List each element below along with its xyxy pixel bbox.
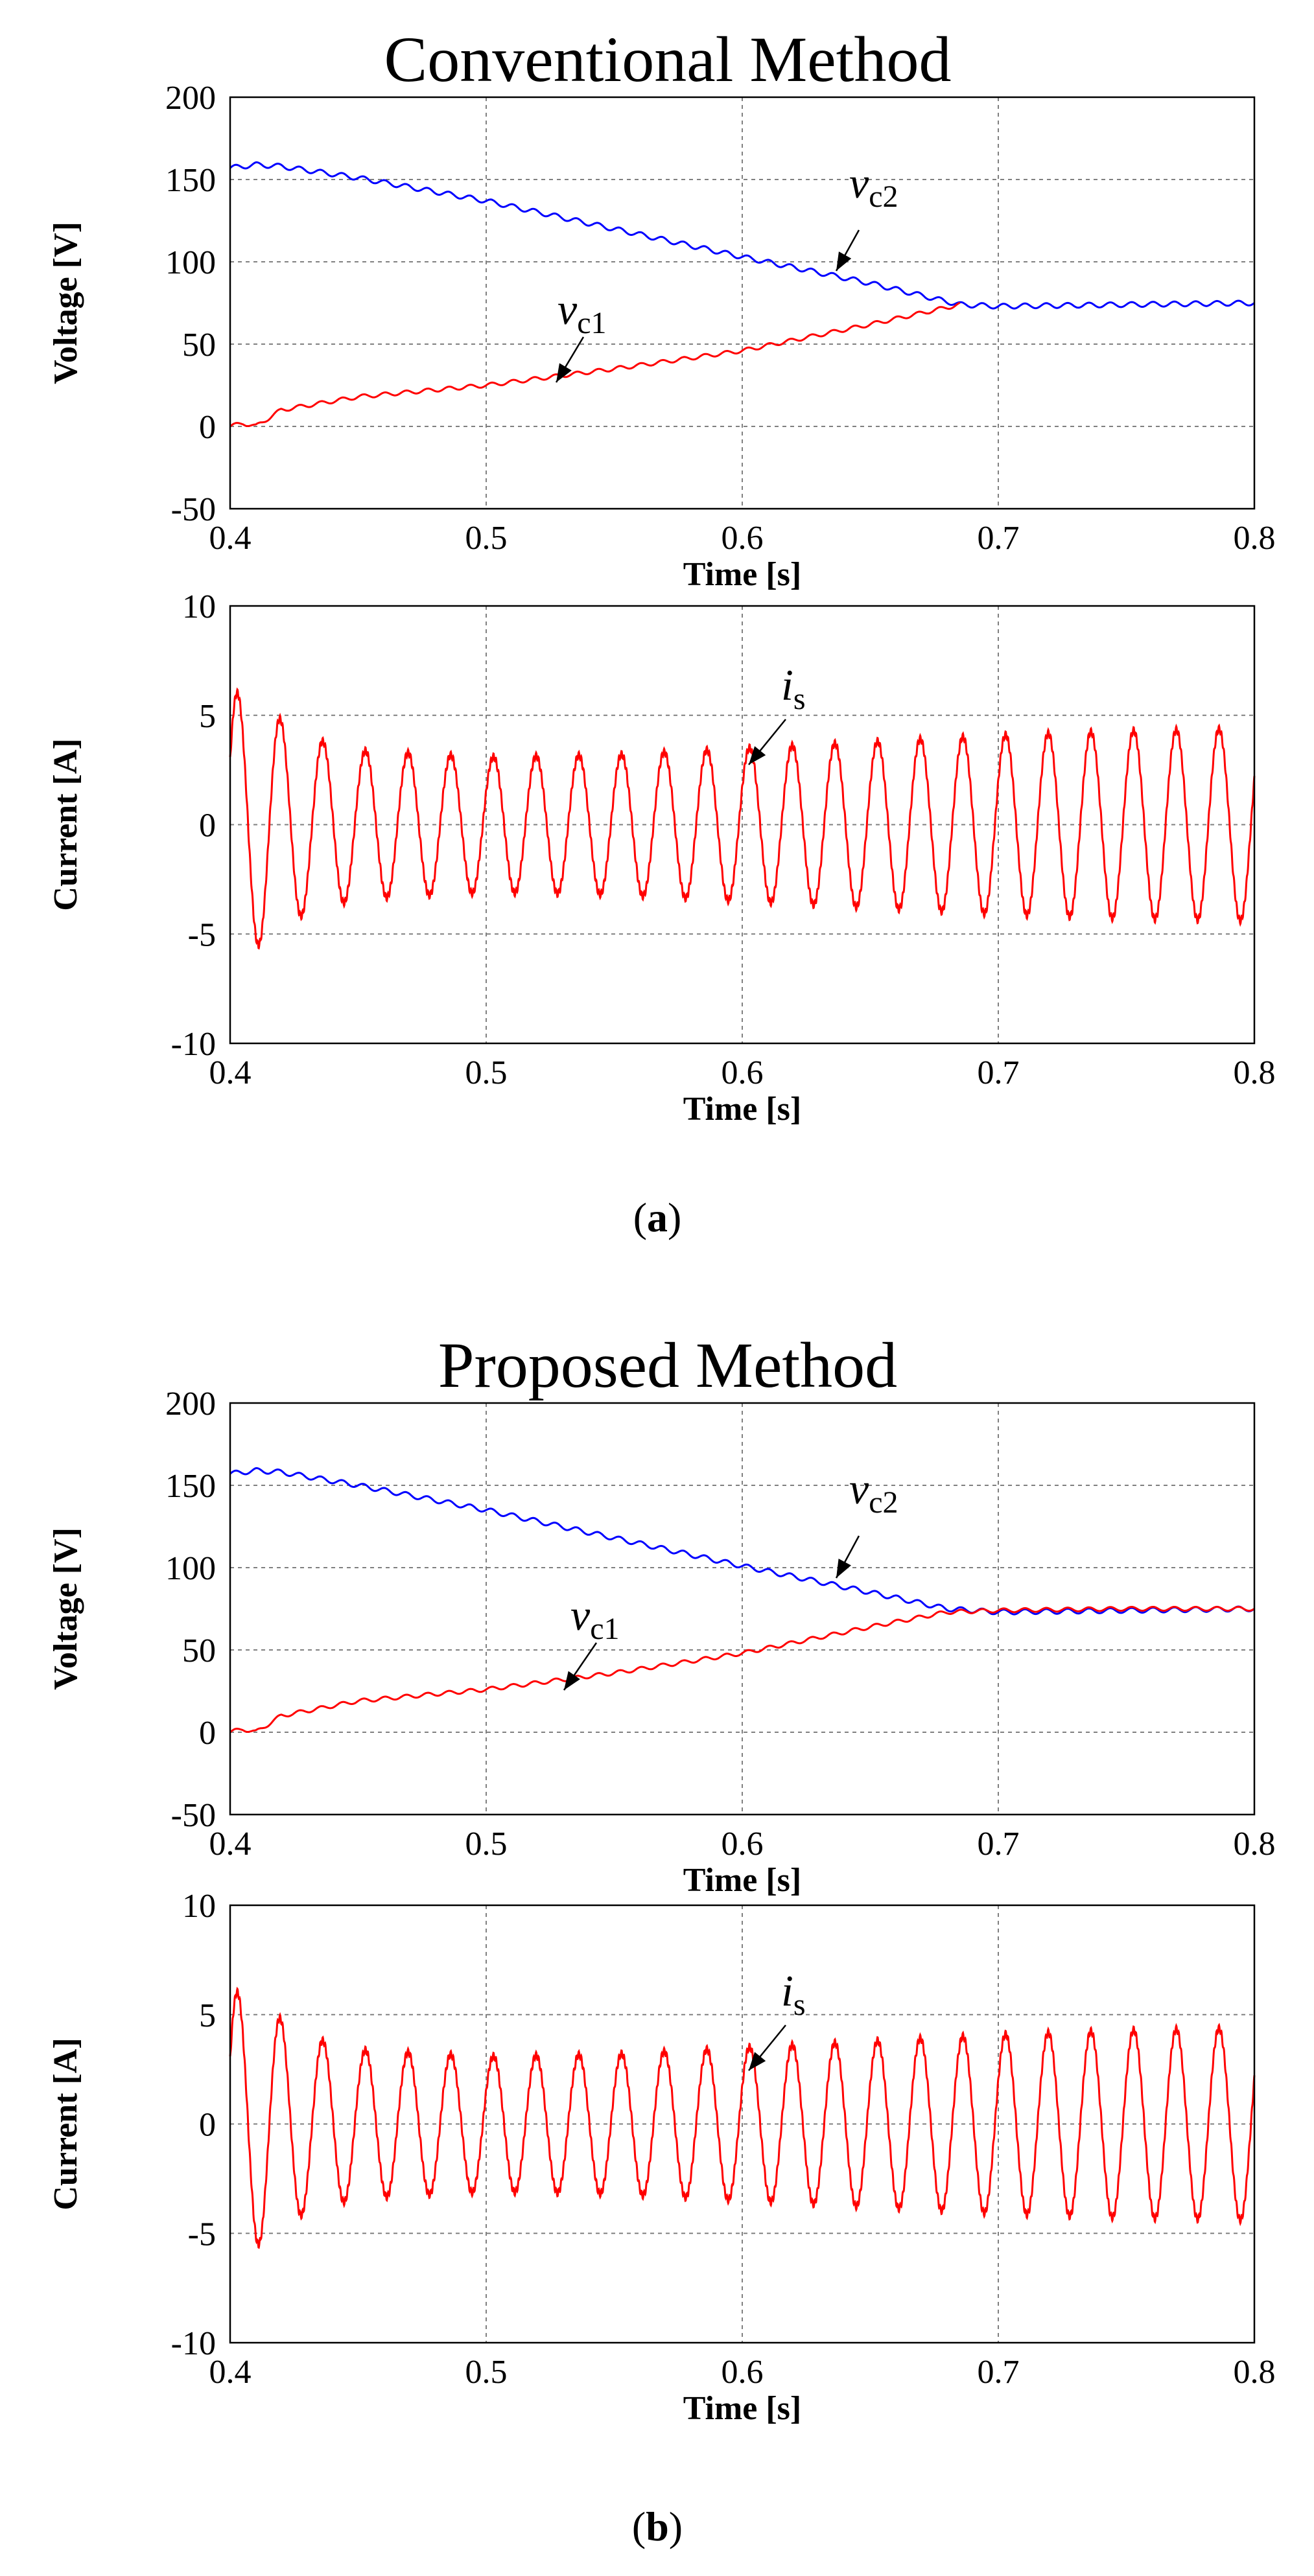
panel-label-close: ) <box>668 1194 681 1240</box>
annotation-subscript: c2 <box>869 1485 898 1520</box>
x-tick-label: 0.6 <box>722 1826 764 1862</box>
annotation-arrowhead <box>836 251 852 271</box>
y-tick-label: 10 <box>182 588 216 625</box>
x-tick-label: 0.7 <box>978 1826 1020 1862</box>
annotation-arrowhead <box>836 1559 851 1578</box>
chart-a-current: 0.4 0.5 0.6 0.7 0.8 -10 -5 0 5 10 Time [s] Current … <box>47 588 1276 1128</box>
annotation-arrowhead <box>556 363 572 382</box>
chart-b-voltage: 0.4 0.5 0.6 0.7 0.8 -50 0 50 100 150 200 Time [s] Vo… <box>47 1329 1276 1899</box>
chart-b-current: 0.4 0.5 0.6 0.7 0.8 -10 -5 0 5 10 Time [s] Current … <box>47 1888 1276 2427</box>
x-tick-label: 0.8 <box>1234 1054 1276 1091</box>
annotation-main: v <box>570 1590 591 1640</box>
x-axis-label: Time [s] <box>683 1091 801 1128</box>
panel-label-open: ( <box>633 1194 647 1240</box>
y-tick-label: 0 <box>199 807 216 844</box>
y-tick-label: 0 <box>199 2107 216 2144</box>
annotation-subscript: c1 <box>577 306 606 340</box>
annotation-vc1: vc1 <box>557 284 607 340</box>
x-tick-label: 0.5 <box>465 520 508 557</box>
chart-title: Conventional Method <box>384 23 952 95</box>
y-tick-label: 50 <box>182 327 216 364</box>
annotation-main: v <box>849 1464 869 1513</box>
annotation-subscript: c2 <box>869 180 898 214</box>
annotation-subscript: s <box>793 682 806 716</box>
x-tick-label: 0.7 <box>978 2354 1020 2391</box>
annotation-is: is <box>781 1966 806 2022</box>
y-tick-label: 0 <box>199 409 216 446</box>
chart-title: Proposed Method <box>438 1329 897 1401</box>
x-tick-label: 0.7 <box>978 1054 1020 1091</box>
x-tick-label: 0.5 <box>465 1054 508 1091</box>
y-tick-label: 200 <box>165 80 216 117</box>
panel-label: (a) <box>633 1194 682 1240</box>
panel-label-letter: a <box>647 1194 668 1240</box>
plot-frame <box>229 605 1256 1045</box>
x-axis-label: Time [s] <box>683 556 801 593</box>
y-axis-label: Current [A] <box>47 2037 84 2210</box>
x-tick-label: 0.7 <box>978 520 1020 557</box>
x-tick-label: 0.6 <box>722 2354 764 2391</box>
x-tick-label: 0.5 <box>465 2354 508 2391</box>
y-tick-label: -50 <box>171 1797 216 1834</box>
y-axis-label: Current [A] <box>47 738 84 911</box>
y-tick-label: -10 <box>171 2325 216 2362</box>
y-axis-label: Voltage [V] <box>47 1527 84 1690</box>
annotation-arrowhead <box>749 746 766 765</box>
x-axis-label: Time [s] <box>683 1862 801 1899</box>
annotation-main: v <box>849 158 869 207</box>
annotation-main: i <box>781 660 793 710</box>
series-is <box>229 687 1256 950</box>
plot-frame <box>229 1904 1256 2344</box>
y-axis-label: Voltage [V] <box>47 222 84 384</box>
x-tick-label: 0.6 <box>722 1054 764 1091</box>
y-tick-label: 150 <box>165 162 216 199</box>
series-vc1 <box>229 301 961 428</box>
series-is <box>229 1986 1256 2249</box>
x-tick-label: 0.4 <box>209 1826 252 1862</box>
x-tick-label: 0.8 <box>1234 2354 1276 2391</box>
series-vc1 <box>229 1605 1255 1734</box>
y-tick-label: 5 <box>199 1997 216 2034</box>
panel-label: (b) <box>632 2503 683 2549</box>
annotation-subscript: c1 <box>590 1612 619 1646</box>
x-tick-label: 0.4 <box>209 2354 252 2391</box>
series-vc2 <box>229 1467 1255 1616</box>
panel-label-close: ) <box>669 2503 683 2549</box>
y-tick-label: 0 <box>199 1715 216 1752</box>
annotation-vc2: vc2 <box>849 158 898 214</box>
x-tick-label: 0.8 <box>1234 520 1276 557</box>
annotation-vc2: vc2 <box>849 1464 898 1520</box>
x-axis-label: Time [s] <box>683 2390 801 2427</box>
y-tick-label: 50 <box>182 1632 216 1669</box>
annotation-arrowhead <box>749 2052 766 2071</box>
chart-a-voltage: 0.4 0.5 0.6 0.7 0.8 -50 0 50 100 150 200 Time [s] Vo… <box>47 23 1276 593</box>
x-tick-label: 0.6 <box>722 520 764 557</box>
panel-label-open: ( <box>632 2503 646 2549</box>
x-tick-label: 0.5 <box>465 1826 508 1862</box>
annotation-arrowhead <box>564 1671 580 1690</box>
panel-label-letter: b <box>646 2503 669 2549</box>
x-tick-label: 0.8 <box>1234 1826 1276 1862</box>
y-tick-label: 10 <box>182 1888 216 1925</box>
y-tick-label: 200 <box>165 1386 216 1422</box>
y-tick-label: -50 <box>171 491 216 528</box>
y-tick-label: 5 <box>199 698 216 735</box>
annotation-subscript: s <box>793 1988 806 2022</box>
x-tick-label: 0.4 <box>209 1054 252 1091</box>
y-tick-label: 100 <box>165 244 216 281</box>
annotation-is: is <box>781 660 806 716</box>
series-vc2 <box>229 161 1255 310</box>
annotation-main: i <box>781 1966 793 2015</box>
y-tick-label: 100 <box>165 1550 216 1587</box>
x-tick-label: 0.4 <box>209 520 252 557</box>
y-tick-label: -5 <box>188 2216 216 2253</box>
y-tick-label: 150 <box>165 1468 216 1505</box>
y-tick-label: -5 <box>188 916 216 953</box>
annotation-vc1: vc1 <box>570 1590 620 1646</box>
annotation-main: v <box>557 284 578 334</box>
plot-frame <box>229 96 1256 510</box>
plot-frame <box>229 1402 1256 1816</box>
y-tick-label: -10 <box>171 1026 216 1063</box>
